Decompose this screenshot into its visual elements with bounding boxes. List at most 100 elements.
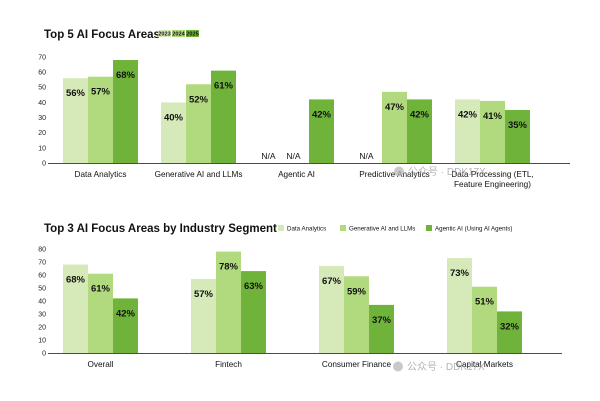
data-label: 32%	[500, 321, 520, 332]
wechat-icon	[394, 166, 404, 177]
bar-overall-agentic-ai-using-ai-agents	[113, 298, 138, 353]
bar-agentic-ai-2025	[309, 99, 334, 163]
data-label: 40%	[164, 112, 184, 123]
data-label: 35%	[508, 120, 528, 131]
bar-predictive-analytics-2025	[407, 99, 432, 163]
category-label: Data Analytics	[75, 170, 127, 179]
data-label: 56%	[66, 88, 86, 99]
bar-generative-ai-and-llms-2023	[161, 102, 186, 163]
bar-generative-ai-and-llms-2025	[211, 70, 236, 163]
industry-segment-chart: Top 3 AI Focus Areas by Industry Segment…	[38, 223, 562, 373]
bar-consumer-finance-agentic-ai-using-ai-agents	[369, 304, 394, 353]
na-label: N/A	[261, 151, 276, 161]
y-tick-label: 60	[38, 70, 46, 77]
data-label: 63%	[244, 281, 264, 292]
data-label: 59%	[347, 286, 367, 297]
bar-overall-data-analytics	[63, 264, 88, 353]
data-label: 42%	[116, 308, 136, 319]
data-label: 68%	[116, 70, 136, 81]
category-label: Data Processing (ETL,	[451, 170, 533, 179]
bar-generative-ai-and-llms-2024	[186, 84, 211, 163]
category-label: Overall	[88, 360, 114, 369]
data-label: 37%	[372, 315, 392, 326]
bar-data-processing-etl-feature-engineering-2023	[455, 99, 480, 163]
data-label: 47%	[385, 102, 405, 113]
category-label: Feature Engineering)	[454, 180, 531, 189]
data-label: 42%	[458, 109, 478, 120]
watermark: 公众号 · DDK17X	[394, 166, 486, 178]
bar-data-analytics-2023	[63, 78, 88, 163]
y-tick-label: 10	[38, 145, 46, 152]
data-label: 42%	[410, 109, 430, 120]
wechat-icon	[393, 361, 403, 372]
legend-swatch-2024	[172, 30, 185, 37]
watermark-text: 公众号 · DDK17X	[408, 166, 486, 178]
y-tick-label: 60	[38, 272, 46, 279]
legend-label: 2025	[186, 31, 198, 37]
legend-label: Data Analytics	[287, 226, 326, 233]
data-label: 57%	[194, 289, 214, 300]
legend-label: Agentic AI (Using AI Agents)	[435, 226, 512, 233]
data-label: 73%	[450, 268, 470, 279]
data-label: 78%	[219, 262, 239, 273]
legend-label: 2023	[158, 31, 170, 37]
y-tick-label: 40	[38, 100, 46, 107]
y-tick-label: 40	[38, 298, 46, 305]
bar-data-analytics-2025	[113, 60, 138, 163]
y-tick-label: 20	[38, 324, 46, 331]
y-tick-label: 70	[38, 54, 46, 61]
data-label: 57%	[91, 87, 111, 98]
data-label: 61%	[91, 284, 111, 295]
bar-fintech-agentic-ai-using-ai-agents	[241, 271, 266, 353]
category-label: Generative AI and LLMs	[155, 170, 243, 179]
y-tick-label: 0	[42, 350, 46, 357]
y-tick-label: 30	[38, 115, 46, 122]
data-label: 51%	[475, 297, 495, 308]
category-label: Consumer Finance	[322, 360, 392, 369]
legend-swatch-data-analytics	[278, 225, 284, 231]
y-tick-label: 20	[38, 130, 46, 137]
bar-fintech-generative-ai-and-llms	[216, 251, 241, 353]
bar-fintech-data-analytics	[191, 278, 216, 353]
category-label: Agentic AI	[278, 170, 315, 179]
watermark-text: 公众号 · DDK17X	[407, 361, 485, 373]
bar-capital-markets-agentic-ai-using-ai-agents	[497, 311, 522, 353]
bar-predictive-analytics-2024	[382, 91, 407, 163]
y-tick-label: 30	[38, 311, 46, 318]
data-label: 68%	[66, 275, 86, 286]
y-tick-label: 10	[38, 337, 46, 344]
legend-swatch-2023	[158, 30, 171, 37]
bar-consumer-finance-data-analytics	[319, 265, 344, 353]
legend-swatch-2025	[186, 30, 199, 37]
top5-focus-areas-chart: Top 5 AI Focus Areas 0 10 20 30 40 50 60 70 56% 57…	[38, 29, 570, 189]
data-label: 41%	[483, 111, 503, 122]
bar-capital-markets-data-analytics	[447, 258, 472, 353]
watermark: 公众号 · DDK17X	[393, 361, 485, 373]
data-label: 42%	[312, 109, 332, 120]
data-label: 61%	[214, 81, 234, 92]
bar-data-processing-etl-feature-engineering-2025	[505, 110, 530, 163]
category-label: Predictive Analytics	[359, 170, 430, 179]
y-tick-label: 0	[42, 160, 46, 167]
y-tick-label: 80	[38, 246, 46, 253]
data-label: 52%	[189, 94, 209, 105]
chart-title: Top 5 AI Focus Areas	[44, 29, 160, 41]
category-label: Fintech	[215, 360, 242, 369]
y-tick-label: 50	[38, 285, 46, 292]
legend-swatch-generative-ai-and-llms	[340, 225, 346, 231]
bar-data-analytics-2024	[88, 76, 113, 163]
na-label: N/A	[359, 151, 374, 161]
legend-label: 2024	[172, 31, 185, 37]
bar-overall-generative-ai-and-llms	[88, 273, 113, 353]
y-tick-label: 70	[38, 259, 46, 266]
data-label: 67%	[322, 276, 342, 287]
bar-consumer-finance-generative-ai-and-llms	[344, 276, 369, 353]
category-label: Capital Markets	[456, 360, 513, 369]
chart-title: Top 3 AI Focus Areas by Industry Segment	[44, 223, 277, 235]
na-label: N/A	[286, 151, 301, 161]
bar-data-processing-etl-feature-engineering-2024	[480, 100, 505, 163]
y-tick-label: 50	[38, 85, 46, 92]
legend-label: Generative AI and LLMs	[349, 226, 415, 233]
bar-capital-markets-generative-ai-and-llms	[472, 286, 497, 353]
legend-swatch-agentic-ai-using-ai-agents	[426, 225, 432, 231]
